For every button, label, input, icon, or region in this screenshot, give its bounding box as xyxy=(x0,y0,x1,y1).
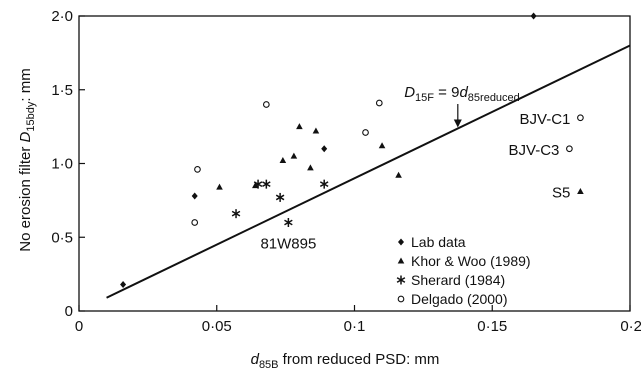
x-tick-label: 0·1 xyxy=(344,318,366,335)
y-tick-label: 0 xyxy=(65,303,73,320)
asterisk-stroke xyxy=(262,181,271,188)
data-point xyxy=(566,145,573,153)
axis-ticks: 0 0·05 0·1 0·15 0·2 0 0·5 1·0 1·5 2·0 xyxy=(51,8,641,335)
asterisk-stroke xyxy=(284,219,293,226)
x-axis-title: d85B from reduced PSD: mm xyxy=(251,351,440,369)
data-points xyxy=(120,12,584,288)
data-point xyxy=(319,179,329,189)
legend-marker xyxy=(397,295,405,303)
legend: Lab data Khor & Woo (1989) Sherard (1984) D… xyxy=(396,234,531,307)
x-tick-label: 0·2 xyxy=(620,318,641,335)
data-point xyxy=(191,192,198,200)
ref-label-sub: 15F xyxy=(415,92,434,104)
y-axis-title-pre: No erosion filter xyxy=(17,142,34,251)
point-annotation: BJV-C3 xyxy=(509,142,560,159)
y-axis-title: No erosion filter D15bdy: mm xyxy=(17,68,37,251)
legend-label: Sherard (1984) xyxy=(411,272,505,288)
data-point xyxy=(362,129,369,136)
series-asterisk xyxy=(231,179,329,227)
data-point xyxy=(262,179,271,189)
y-tick-label: 0·5 xyxy=(51,229,73,246)
reference-line-path xyxy=(106,44,631,299)
ref-label-main: D xyxy=(404,84,415,101)
data-point xyxy=(378,142,386,149)
y-tick-label: 1·0 xyxy=(51,156,73,173)
reference-line xyxy=(106,44,631,299)
data-point xyxy=(375,99,383,107)
series-circle xyxy=(191,99,584,226)
x-axis-title-rest: from reduced PSD: mm xyxy=(279,351,440,368)
data-point xyxy=(216,183,223,190)
data-point xyxy=(231,209,241,219)
data-point xyxy=(279,157,287,164)
data-point xyxy=(395,171,402,178)
data-point xyxy=(253,179,263,189)
asterisk-stroke xyxy=(253,181,263,188)
x-axis-title-sub: 85B xyxy=(259,359,279,369)
legend-marker xyxy=(398,238,404,246)
annotations: BJV-C1 BJV-C3 S5 81W895 xyxy=(260,111,570,253)
data-point xyxy=(191,219,199,226)
x-tick-label: 0·05 xyxy=(202,318,232,335)
series-triangle xyxy=(216,123,584,195)
y-axis-title-rest: : mm xyxy=(17,68,34,101)
point-annotation: S5 xyxy=(552,185,570,202)
asterisk-stroke xyxy=(319,181,329,188)
data-point xyxy=(577,114,584,122)
ref-label-sub2: 85reduced xyxy=(468,92,520,104)
data-point xyxy=(312,127,320,134)
series-diamond xyxy=(120,12,537,288)
asterisk-stroke xyxy=(275,194,285,201)
legend-label: Delgado (2000) xyxy=(411,291,508,307)
point-annotation: 81W895 xyxy=(260,236,316,253)
data-point xyxy=(577,188,584,195)
data-point xyxy=(290,152,298,159)
reference-line-label: D15F = 9d85reduced xyxy=(404,84,520,104)
x-axis-title-main: d xyxy=(251,351,260,368)
y-tick-label: 1·5 xyxy=(51,82,73,99)
plot-frame xyxy=(78,15,631,312)
asterisk-stroke xyxy=(231,210,241,217)
ref-label-eq: = 9 xyxy=(434,84,459,101)
data-point xyxy=(275,192,285,202)
data-point xyxy=(262,101,270,108)
data-point xyxy=(321,145,328,153)
plot-border xyxy=(78,15,631,312)
legend-marker xyxy=(396,275,406,285)
y-axis-title-main: D xyxy=(17,131,34,142)
data-point xyxy=(307,164,314,171)
legend-marker xyxy=(397,257,405,264)
data-point xyxy=(296,123,303,130)
reference-arrow-head xyxy=(453,119,462,128)
y-axis-title-sub: 15bdy xyxy=(25,101,37,131)
point-annotation: BJV-C1 xyxy=(520,111,571,128)
legend-label: Khor & Woo (1989) xyxy=(411,253,531,269)
data-point xyxy=(194,166,201,173)
asterisk-stroke xyxy=(396,277,406,283)
y-tick-label: 2·0 xyxy=(51,8,73,25)
data-point xyxy=(530,12,537,20)
data-point xyxy=(120,280,127,288)
data-point xyxy=(284,218,293,227)
ref-label-main2: d xyxy=(459,84,468,101)
x-tick-label: 0·15 xyxy=(477,318,507,335)
legend-label: Lab data xyxy=(411,234,466,250)
x-tick-label: 0 xyxy=(75,318,83,335)
